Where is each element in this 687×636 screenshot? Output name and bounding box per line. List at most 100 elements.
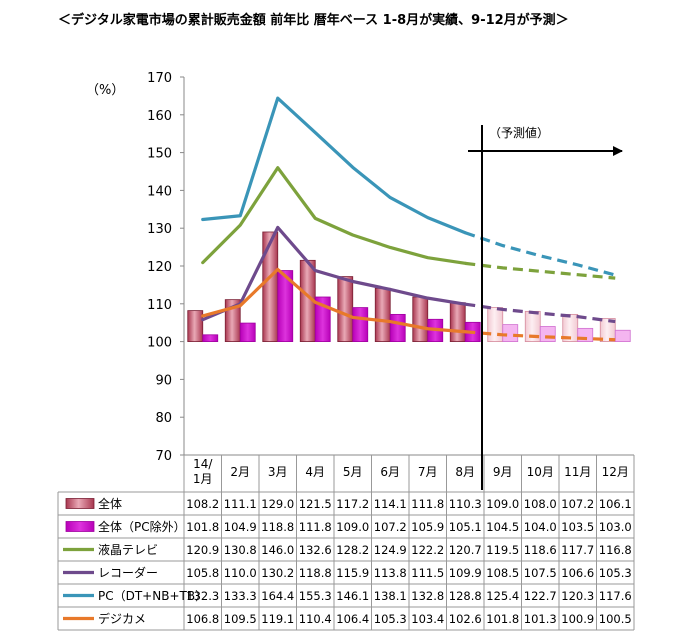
table-cell: 121.5 xyxy=(299,497,332,511)
line-forecast-2 xyxy=(465,261,616,280)
bar-total-ex-pc-9 xyxy=(502,324,519,342)
bar-total-1 xyxy=(187,310,204,343)
x-tick-label: 14/ xyxy=(193,457,213,471)
line-forecast-3 xyxy=(465,302,616,324)
table-cell: 107.2 xyxy=(561,497,594,511)
table-series-name: 液晶テレビ xyxy=(98,542,158,557)
table-cell: 118.8 xyxy=(261,520,294,534)
chart-title: ＜デジタル家電市場の累計販売金額 前年比 暦年ベース 1-8月が実績、9-12月… xyxy=(58,12,569,28)
x-tick-label: 11月 xyxy=(564,465,591,479)
x-tick-label: 7月 xyxy=(418,465,438,479)
x-tick-label: 3月 xyxy=(268,465,288,479)
table-cell: 130.2 xyxy=(261,566,294,580)
y-axis-ticks: 70 80 90 100 110 120 130 140 150 160 170 xyxy=(147,71,184,464)
x-tick-label: 10月 xyxy=(527,465,554,479)
bar-total-6 xyxy=(374,287,391,343)
table-cell: 124.9 xyxy=(374,543,407,557)
table-cell: 107.5 xyxy=(524,566,557,580)
bar-total-ex-pc-10 xyxy=(539,326,556,343)
table-series-name: 全体（PC除外） xyxy=(98,519,186,534)
table-cell: 132.6 xyxy=(299,543,332,557)
table-cell: 109.5 xyxy=(224,612,257,626)
table-cell: 105.1 xyxy=(449,520,482,534)
bar-total-ex-pc-3 xyxy=(277,270,294,343)
bar-total-7 xyxy=(412,296,429,343)
table-cell: 110.0 xyxy=(224,566,257,580)
bar-total-ex-pc-12 xyxy=(614,329,631,343)
table-cell: 106.8 xyxy=(186,612,219,626)
table-cell: 119.5 xyxy=(486,543,519,557)
table-cell: 113.8 xyxy=(374,566,407,580)
x-tick-label: 4月 xyxy=(305,465,325,479)
forecast-label: （予測値） xyxy=(489,125,549,140)
table-cell: 105.3 xyxy=(374,612,407,626)
data-table: 全体 108.2 111.1 129.0 121.5 117.2 114.1 111.8 110… xyxy=(57,455,635,631)
table-cell: 101.8 xyxy=(486,612,519,626)
table-cell: 108.2 xyxy=(186,497,219,511)
table-cell: 138.1 xyxy=(374,589,407,603)
table-cell: 108.5 xyxy=(486,566,519,580)
table-cell: 120.3 xyxy=(561,589,594,603)
table-cell: 111.1 xyxy=(224,497,257,511)
bar-total-ex-pc-5 xyxy=(352,307,369,342)
x-tick-label: 12月 xyxy=(602,465,629,479)
table-cell: 104.5 xyxy=(486,520,519,534)
table-cell: 120.7 xyxy=(449,543,482,557)
table-cell: 146.0 xyxy=(261,543,294,557)
table-cell: 132.8 xyxy=(411,589,444,603)
bar-series xyxy=(187,231,631,343)
y-tick-label: 110 xyxy=(147,298,172,313)
y-tick-label: 70 xyxy=(155,449,172,464)
table-cell: 122.2 xyxy=(411,543,444,557)
y-tick-label: 170 xyxy=(147,71,172,86)
table-cell: 100.9 xyxy=(561,612,594,626)
table-cell: 106.1 xyxy=(599,497,632,511)
table-cell: 106.6 xyxy=(561,566,594,580)
table-cell: 128.2 xyxy=(336,543,369,557)
table-cell: 118.8 xyxy=(299,566,332,580)
table-cell: 103.5 xyxy=(561,520,594,534)
bar-total-9 xyxy=(487,307,504,342)
table-cell: 116.8 xyxy=(599,543,632,557)
table-cell: 110.3 xyxy=(449,497,482,511)
table-cell: 109.0 xyxy=(486,497,519,511)
table-cell: 111.8 xyxy=(299,520,332,534)
y-tick-label: 160 xyxy=(147,109,172,124)
table-cell: 109.0 xyxy=(336,520,369,534)
table-cell: 105.9 xyxy=(411,520,444,534)
table-cell: 117.2 xyxy=(336,497,369,511)
line-actual-5 xyxy=(201,267,467,334)
legend-key-bar xyxy=(65,498,95,509)
table-cell: 103.0 xyxy=(599,520,632,534)
bar-total-3 xyxy=(262,231,279,342)
table-cell: 104.9 xyxy=(224,520,257,534)
table-cell: 164.4 xyxy=(261,589,294,603)
y-tick-label: 140 xyxy=(147,184,172,199)
table-cell: 102.6 xyxy=(449,612,482,626)
table-cell: 118.6 xyxy=(524,543,557,557)
line-forecast-5 xyxy=(465,330,616,342)
table-cell: 117.7 xyxy=(561,543,594,557)
table-cell: 111.5 xyxy=(411,566,444,580)
table-cell: 115.9 xyxy=(336,566,369,580)
line-series xyxy=(201,96,616,342)
table-cell: 110.4 xyxy=(299,612,332,626)
legend-key-bar xyxy=(65,521,95,532)
table-cell: 105.8 xyxy=(186,566,219,580)
table-cell: 128.8 xyxy=(449,589,482,603)
table-series-name: 全体 xyxy=(98,496,122,511)
bar-total-5 xyxy=(337,276,354,343)
table-cell: 103.4 xyxy=(411,612,444,626)
table-series-name: PC（DT+NB+TB） xyxy=(98,589,207,603)
y-tick-label: 120 xyxy=(147,260,172,275)
x-tick-label: 9月 xyxy=(493,465,513,479)
table-cell: 125.4 xyxy=(486,589,519,603)
table-cell: 108.0 xyxy=(524,497,557,511)
bar-total-ex-pc-2 xyxy=(239,322,256,343)
x-tick-label: 2月 xyxy=(230,465,250,479)
table-cell: 109.9 xyxy=(449,566,482,580)
table-cell: 130.8 xyxy=(224,543,257,557)
table-cell: 129.0 xyxy=(261,497,294,511)
table-cell: 120.9 xyxy=(186,543,219,557)
